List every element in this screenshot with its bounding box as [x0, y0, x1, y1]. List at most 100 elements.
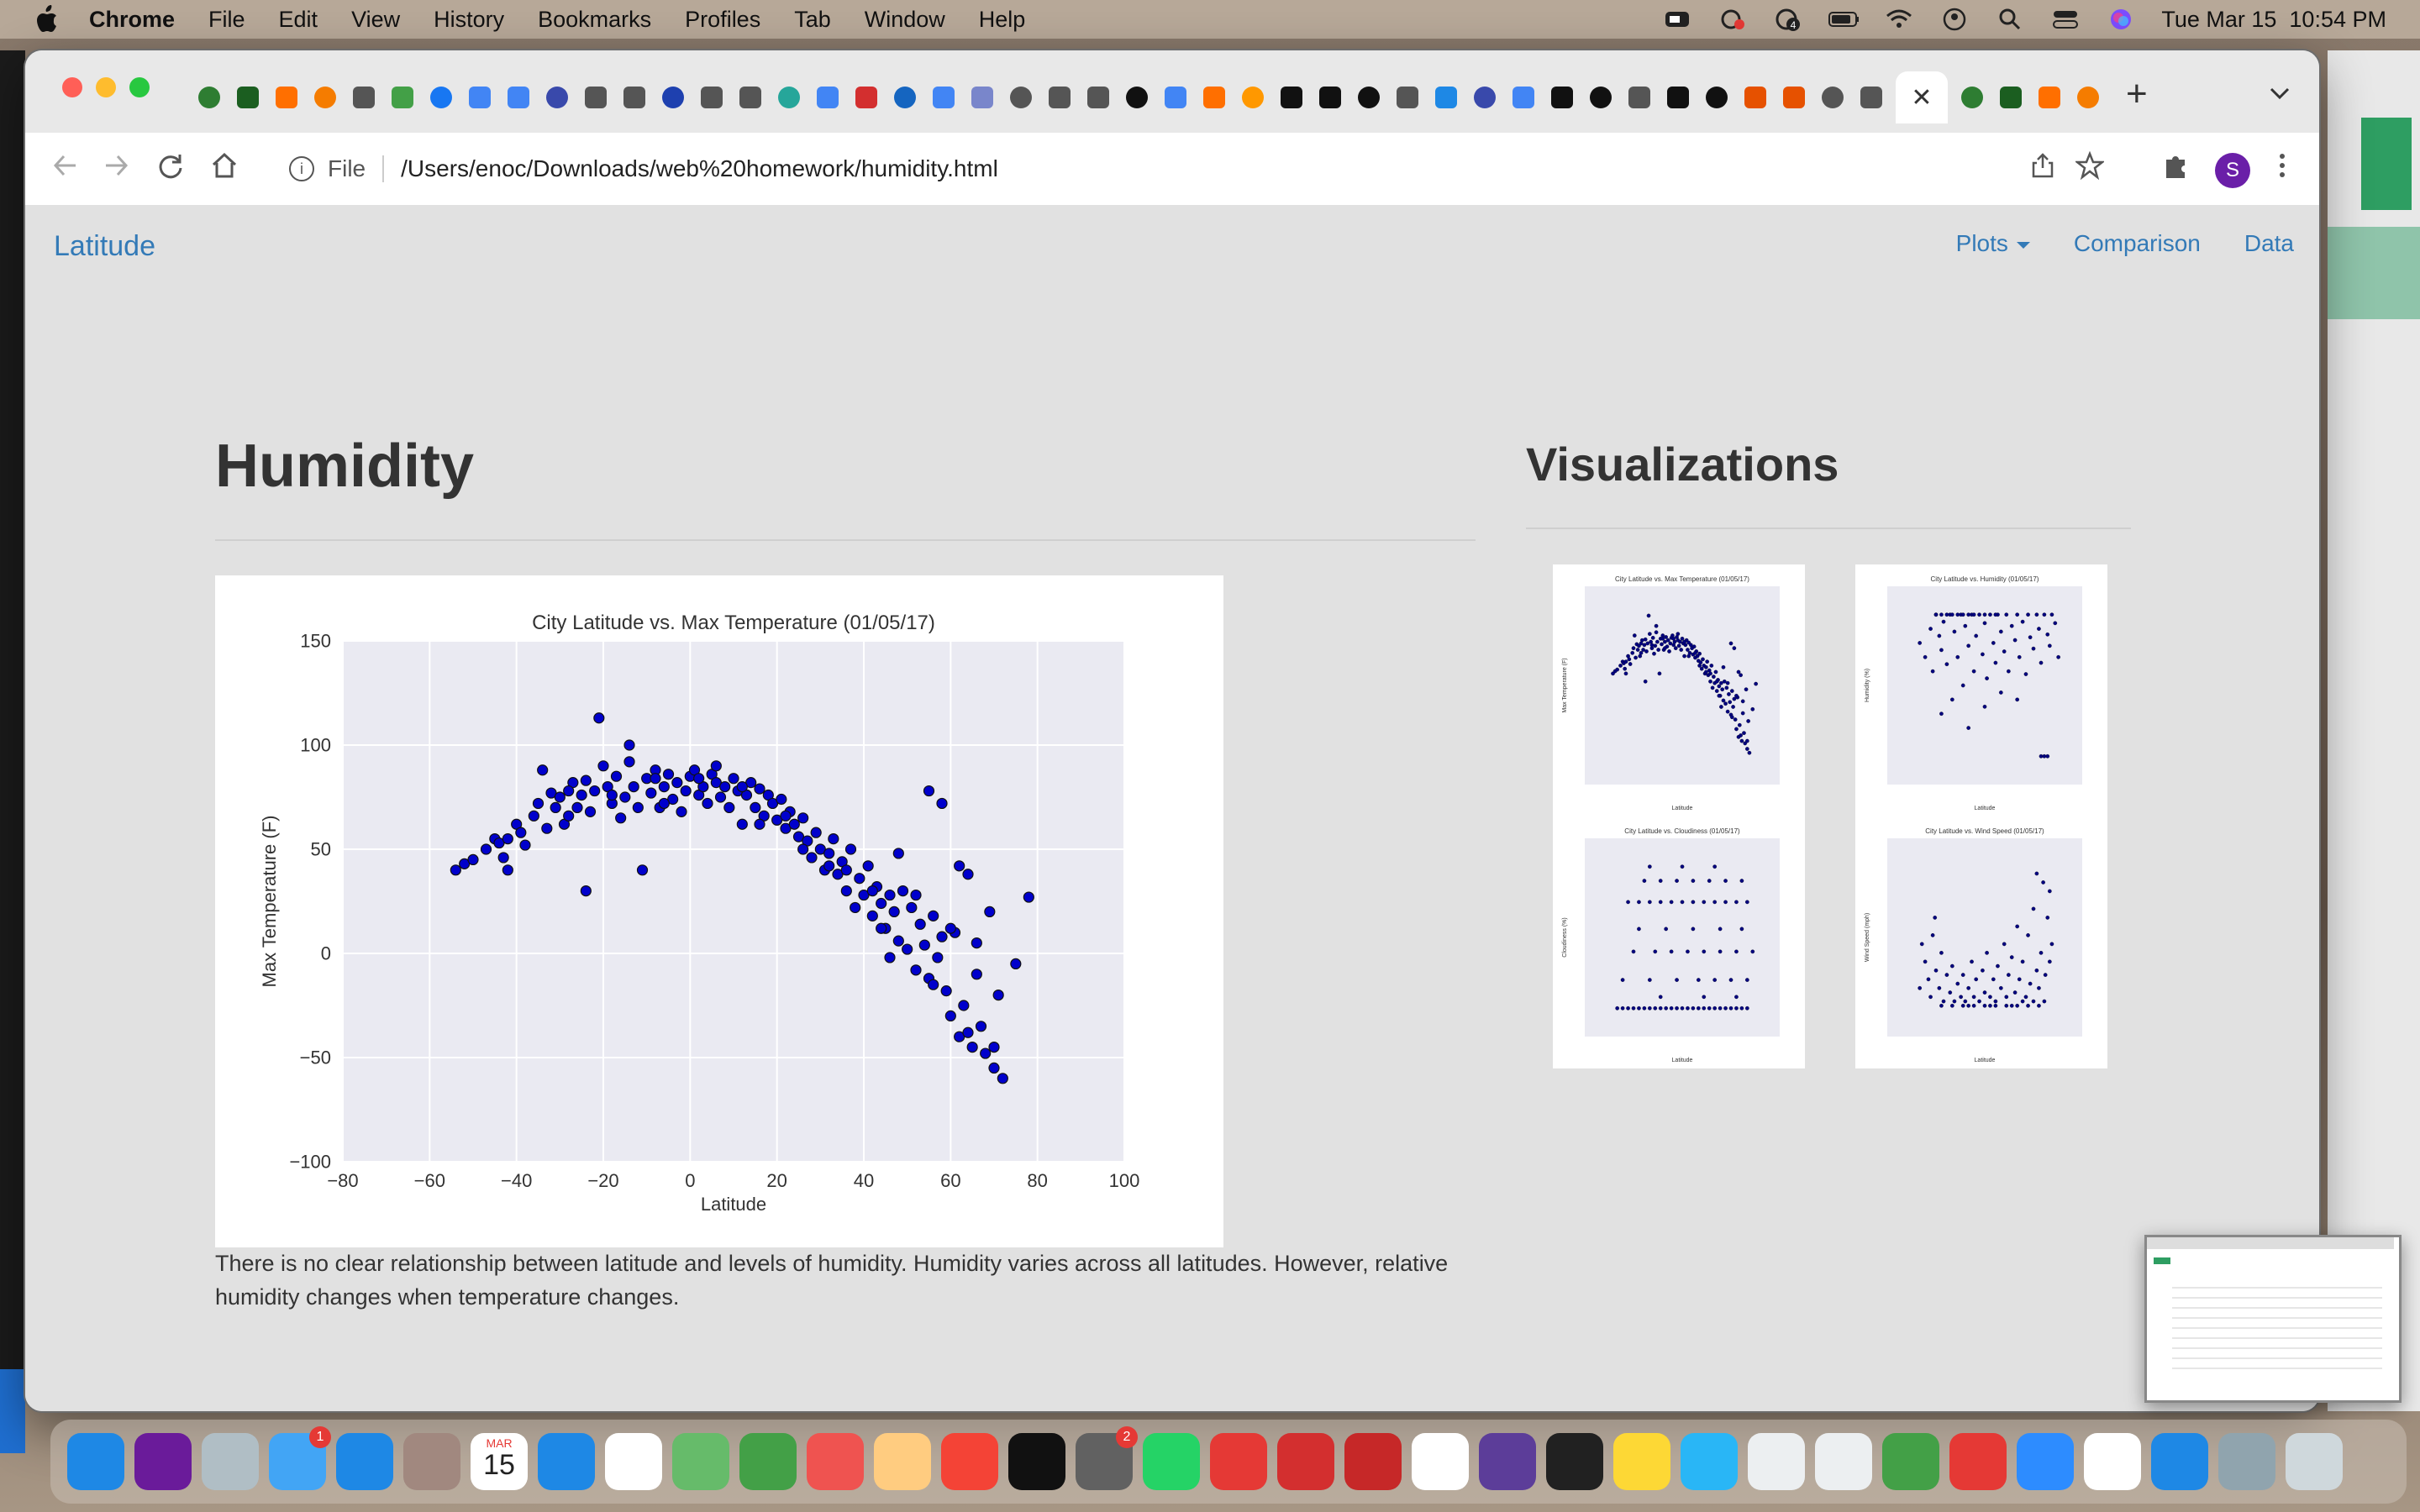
clock[interactable]: Tue Mar 15 10:54 PM — [2161, 6, 2386, 32]
tab-favicon[interactable] — [1549, 84, 1576, 111]
zoom-icon[interactable] — [1662, 8, 1692, 31]
calendar-icon[interactable]: MAR 15 — [471, 1433, 528, 1490]
tab-favicon[interactable] — [312, 84, 339, 111]
tab-favicon[interactable] — [969, 84, 996, 111]
menu-bookmarks[interactable]: Bookmarks — [538, 6, 652, 32]
tab-search-button[interactable] — [2269, 82, 2291, 106]
mail-icon[interactable]: 1 — [269, 1426, 331, 1490]
photos-icon[interactable] — [874, 1433, 931, 1490]
tab-favicon[interactable] — [1471, 84, 1498, 111]
tab-favicon[interactable] — [2036, 84, 2063, 111]
battery-icon[interactable] — [1828, 8, 1860, 31]
zoom-window-button[interactable] — [129, 77, 150, 97]
tab-favicon[interactable] — [892, 84, 918, 111]
info-icon[interactable]: i — [289, 156, 314, 181]
tab-favicon[interactable] — [1959, 84, 1986, 111]
tab-favicon[interactable] — [1007, 84, 1034, 111]
music-icon[interactable] — [941, 1433, 998, 1490]
apple-icon[interactable] — [34, 5, 59, 34]
tab-favicon[interactable] — [776, 84, 802, 111]
thumbnail-cloudiness-plot[interactable]: City Latitude vs. Cloudiness (01/05/17) L… — [1553, 816, 1805, 1068]
tab-favicon[interactable] — [621, 84, 648, 111]
tab-favicon[interactable] — [505, 84, 532, 111]
siri-icon[interactable] — [134, 1433, 192, 1490]
tab-favicon[interactable] — [350, 84, 377, 111]
news-icon[interactable] — [807, 1433, 864, 1490]
maps-icon[interactable] — [672, 1433, 729, 1490]
back-button[interactable] — [50, 151, 79, 187]
whatsapp-icon[interactable] — [1143, 1433, 1200, 1490]
user-icon[interactable] — [1939, 8, 1970, 31]
system-preferences-icon[interactable]: 2 — [1076, 1426, 1138, 1490]
opera-icon[interactable] — [1277, 1433, 1334, 1490]
control-center-icon[interactable] — [2050, 8, 2081, 31]
tab-favicon[interactable] — [544, 84, 571, 111]
apple-tv-icon[interactable] — [1008, 1433, 1065, 1490]
forward-button[interactable] — [103, 151, 131, 187]
creative-cloud-icon[interactable] — [1718, 8, 1748, 31]
tab-favicon[interactable] — [466, 84, 493, 111]
siri-icon[interactable] — [2106, 8, 2136, 31]
zoom-icon[interactable] — [2017, 1433, 2074, 1490]
contacts-icon[interactable] — [403, 1433, 460, 1490]
menu-help[interactable]: Help — [978, 6, 1026, 32]
tab-favicon[interactable] — [1626, 84, 1653, 111]
thumbnail-temperature-plot[interactable]: City Latitude vs. Max Temperature (01/05… — [1553, 564, 1805, 816]
address-url[interactable]: /Users/enoc/Downloads/web%20homework/hum… — [401, 155, 998, 181]
github-icon[interactable] — [1479, 1433, 1536, 1490]
new-tab-button[interactable]: + — [2126, 73, 2148, 114]
safari-icon[interactable] — [336, 1433, 393, 1490]
vscode-icon[interactable] — [2151, 1433, 2208, 1490]
profile-avatar[interactable]: S — [2215, 153, 2250, 188]
launchpad-icon[interactable] — [202, 1433, 259, 1490]
remote-desktop-icon[interactable] — [1949, 1433, 2007, 1490]
messages-icon[interactable] — [739, 1433, 797, 1490]
acrobat-icon[interactable] — [1344, 1433, 1402, 1490]
tab-favicon[interactable] — [1162, 84, 1189, 111]
active-tab[interactable]: ✕ — [1896, 71, 1948, 123]
tab-favicon[interactable] — [1278, 84, 1305, 111]
terminal-icon[interactable] — [1546, 1433, 1603, 1490]
tab-favicon[interactable] — [1742, 84, 1769, 111]
tab-favicon[interactable] — [1317, 84, 1344, 111]
folder-icon[interactable] — [2218, 1433, 2275, 1490]
tab-favicon[interactable] — [1510, 84, 1537, 111]
chrome-icon[interactable] — [1210, 1433, 1267, 1490]
mongodb-icon[interactable] — [2084, 1433, 2141, 1490]
slack-icon[interactable] — [1412, 1433, 1469, 1490]
tab-favicon[interactable] — [196, 84, 223, 111]
address-bar[interactable]: i File /Users/enoc/Downloads/web%20homew… — [269, 143, 2067, 195]
tab-favicon[interactable] — [1665, 84, 1691, 111]
nav-link-data[interactable]: Data — [2244, 230, 2294, 256]
tab-favicon[interactable] — [1046, 84, 1073, 111]
menu-history[interactable]: History — [434, 6, 505, 32]
tab-favicon[interactable] — [2075, 84, 2102, 111]
menu-profiles[interactable]: Profiles — [685, 6, 761, 32]
tab-favicon[interactable] — [1085, 84, 1112, 111]
tab-favicon[interactable] — [1201, 84, 1228, 111]
telegram-icon[interactable] — [1681, 1433, 1738, 1490]
menu-tab[interactable]: Tab — [794, 6, 831, 32]
tab-favicon[interactable] — [1781, 84, 1807, 111]
wifi-icon[interactable] — [1884, 8, 1914, 31]
menu-view[interactable]: View — [351, 6, 401, 32]
extensions-button[interactable] — [2161, 151, 2190, 186]
thumbnail-humidity-plot[interactable]: City Latitude vs. Humidity (01/05/17) Lat… — [1855, 564, 2107, 816]
sync-icon[interactable] — [1882, 1433, 1939, 1490]
nav-link-comparison[interactable]: Comparison — [2073, 230, 2201, 256]
menu-file[interactable]: File — [208, 6, 245, 32]
tab-favicon[interactable] — [853, 84, 880, 111]
tab-favicon[interactable] — [1355, 84, 1382, 111]
finder-icon[interactable] — [67, 1433, 124, 1490]
notes-icon[interactable] — [1613, 1433, 1670, 1490]
tab-favicon[interactable] — [1858, 84, 1885, 111]
search-icon[interactable] — [1995, 8, 2025, 31]
trash-icon[interactable] — [2286, 1433, 2343, 1490]
tab-favicon[interactable] — [1703, 84, 1730, 111]
menu-edit[interactable]: Edit — [278, 6, 318, 32]
tab-favicon[interactable] — [273, 84, 300, 111]
share-button[interactable] — [2030, 151, 2055, 186]
bookmark-star-button[interactable] — [2074, 150, 2106, 186]
minimize-window-button[interactable] — [96, 77, 116, 97]
navbar-brand-link[interactable]: Latitude — [54, 230, 155, 262]
